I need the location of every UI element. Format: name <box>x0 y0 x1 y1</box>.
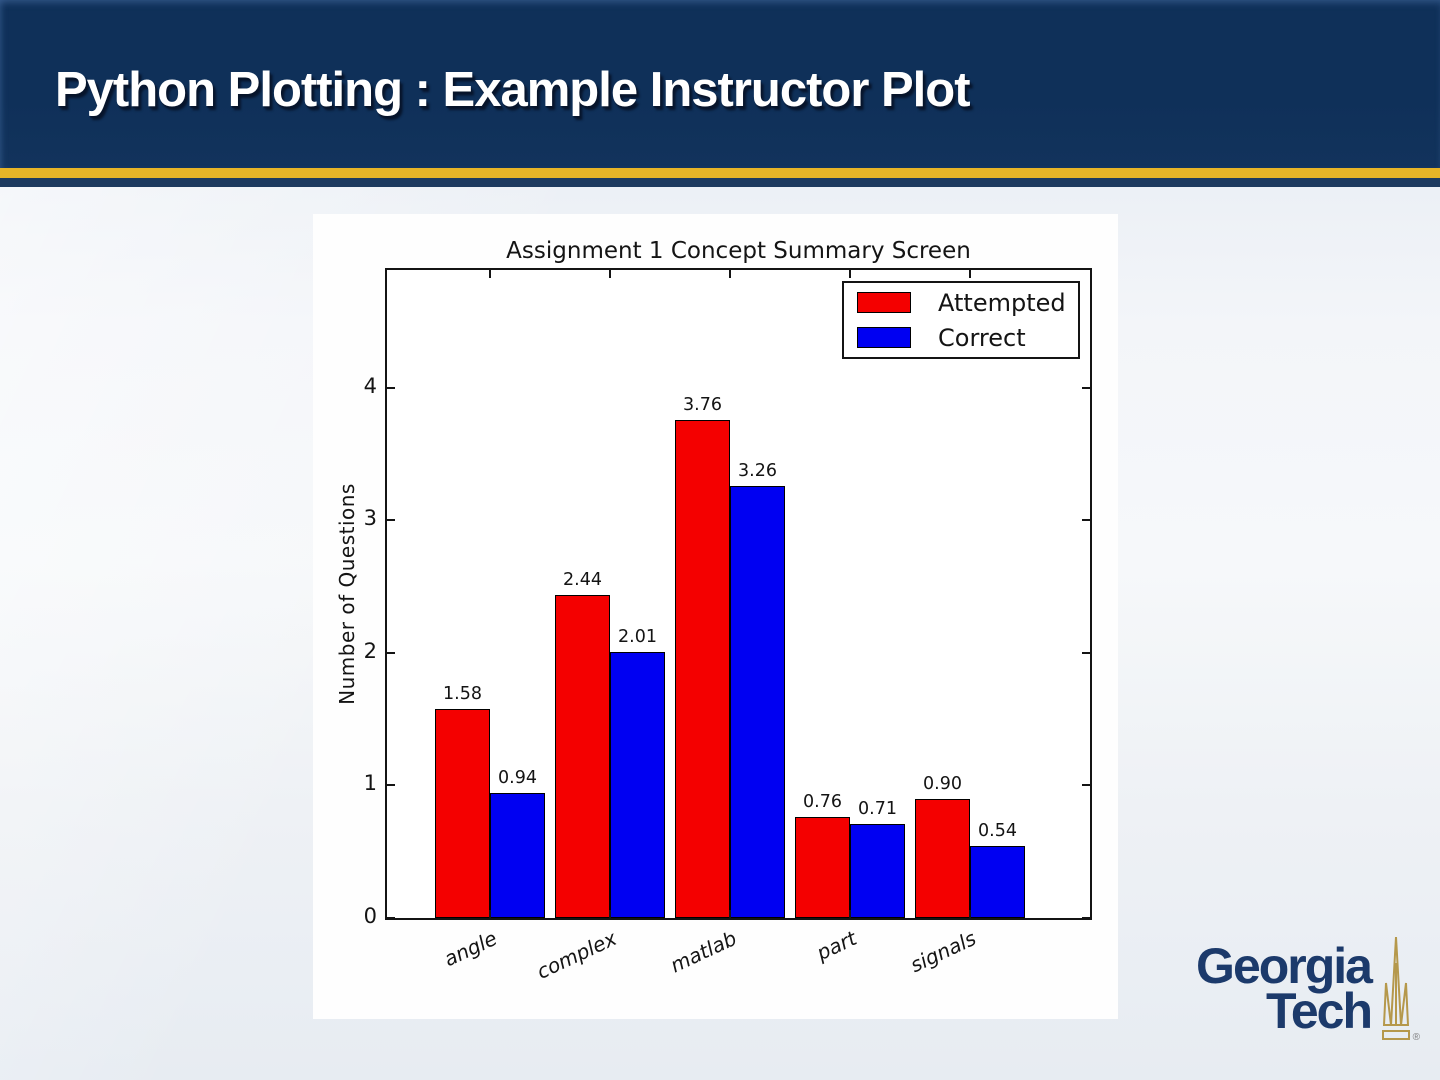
bar-correct-complex <box>610 651 665 918</box>
x-tick-mark <box>489 270 491 278</box>
x-category-label: matlab <box>666 926 741 978</box>
x-tick-mark <box>489 910 491 918</box>
y-tick-mark <box>387 784 395 787</box>
y-tick-mark <box>387 917 395 919</box>
bar-correct-angle <box>490 793 545 918</box>
y-tick-mark <box>1082 784 1090 787</box>
x-tick-mark <box>969 270 971 278</box>
y-tick-label: 4 <box>363 373 377 398</box>
y-tick-mark <box>1082 917 1090 919</box>
gold-divider <box>0 168 1440 178</box>
bar-value-label: 0.90 <box>923 773 962 794</box>
tech-tower-svg <box>1382 936 1410 1040</box>
bar-correct-signals <box>970 846 1025 918</box>
navy-divider <box>0 178 1440 187</box>
bar-attempted-matlab <box>675 419 730 918</box>
bar-value-label: 0.54 <box>978 821 1017 842</box>
x-tick-mark <box>849 270 851 278</box>
y-tick-label: 1 <box>363 771 377 796</box>
x-tick-mark <box>969 910 971 918</box>
bar-attempted-angle <box>435 708 490 918</box>
y-tick-mark <box>387 519 395 522</box>
x-category-label: complex <box>532 926 621 984</box>
bar-value-label: 0.71 <box>858 798 897 819</box>
x-category-label: signals <box>906 926 981 978</box>
tech-tower-icon: ® <box>1380 933 1420 1051</box>
y-tick-label: 3 <box>363 506 377 531</box>
bar-value-label: 2.01 <box>618 626 657 647</box>
y-tick-label: 0 <box>363 904 377 928</box>
georgia-tech-logo: Georgia Tech ® <box>1196 933 1420 1051</box>
legend-row-attempted: Attempted <box>857 289 1078 317</box>
bar-correct-matlab <box>730 486 785 918</box>
legend-swatch-correct <box>857 327 911 348</box>
bar-attempted-part <box>795 817 850 918</box>
legend-label: Correct <box>938 323 1026 352</box>
y-tick-mark <box>387 386 395 389</box>
x-category-label: angle <box>439 926 501 972</box>
legend-swatch-attempted <box>857 292 911 313</box>
x-tick-mark <box>729 270 731 278</box>
bar-value-label: 1.58 <box>443 683 482 704</box>
logo-line2: Tech <box>1266 983 1373 1039</box>
registered-mark: ® <box>1412 1032 1420 1043</box>
y-tick-mark <box>1082 651 1090 654</box>
y-tick-mark <box>1082 386 1090 389</box>
legend-label: Attempted <box>938 288 1066 317</box>
x-tick-mark <box>849 910 851 918</box>
logo-line1: Georgia <box>1196 938 1373 994</box>
bar-attempted-complex <box>555 594 610 918</box>
bar-value-label: 0.76 <box>803 792 842 813</box>
y-tick-mark <box>387 651 395 654</box>
plot-area: Attempted Correct 0 1 2 3 4 1.58 0.94 angle 2.44 2… <box>364 268 1092 984</box>
slide-title: Python Plotting : Example Instructor Plo… <box>55 63 971 117</box>
bar-attempted-signals <box>915 798 970 918</box>
legend-row-correct: Correct <box>857 324 1078 352</box>
x-tick-mark <box>729 910 731 918</box>
header-bar: Python Plotting : Example Instructor Plo… <box>0 0 1440 168</box>
y-tick-mark <box>1082 519 1090 522</box>
x-category-label: part <box>812 926 861 966</box>
bar-correct-part <box>850 823 905 918</box>
bar-value-label: 0.94 <box>498 768 537 789</box>
bar-value-label: 3.26 <box>738 461 777 481</box>
y-tick-label: 2 <box>363 638 377 663</box>
bar-value-label: 3.76 <box>683 394 722 415</box>
logo-wordmark: Georgia Tech <box>1196 933 1373 1039</box>
chart-title: Assignment 1 Concept Summary Screen <box>506 238 971 264</box>
x-tick-mark <box>609 910 611 918</box>
x-tick-mark <box>609 270 611 278</box>
chart-panel: Assignment 1 Concept Summary Screen Numb… <box>313 214 1118 1019</box>
bar-value-label: 2.44 <box>563 569 602 590</box>
chart-legend: Attempted Correct <box>842 281 1080 359</box>
